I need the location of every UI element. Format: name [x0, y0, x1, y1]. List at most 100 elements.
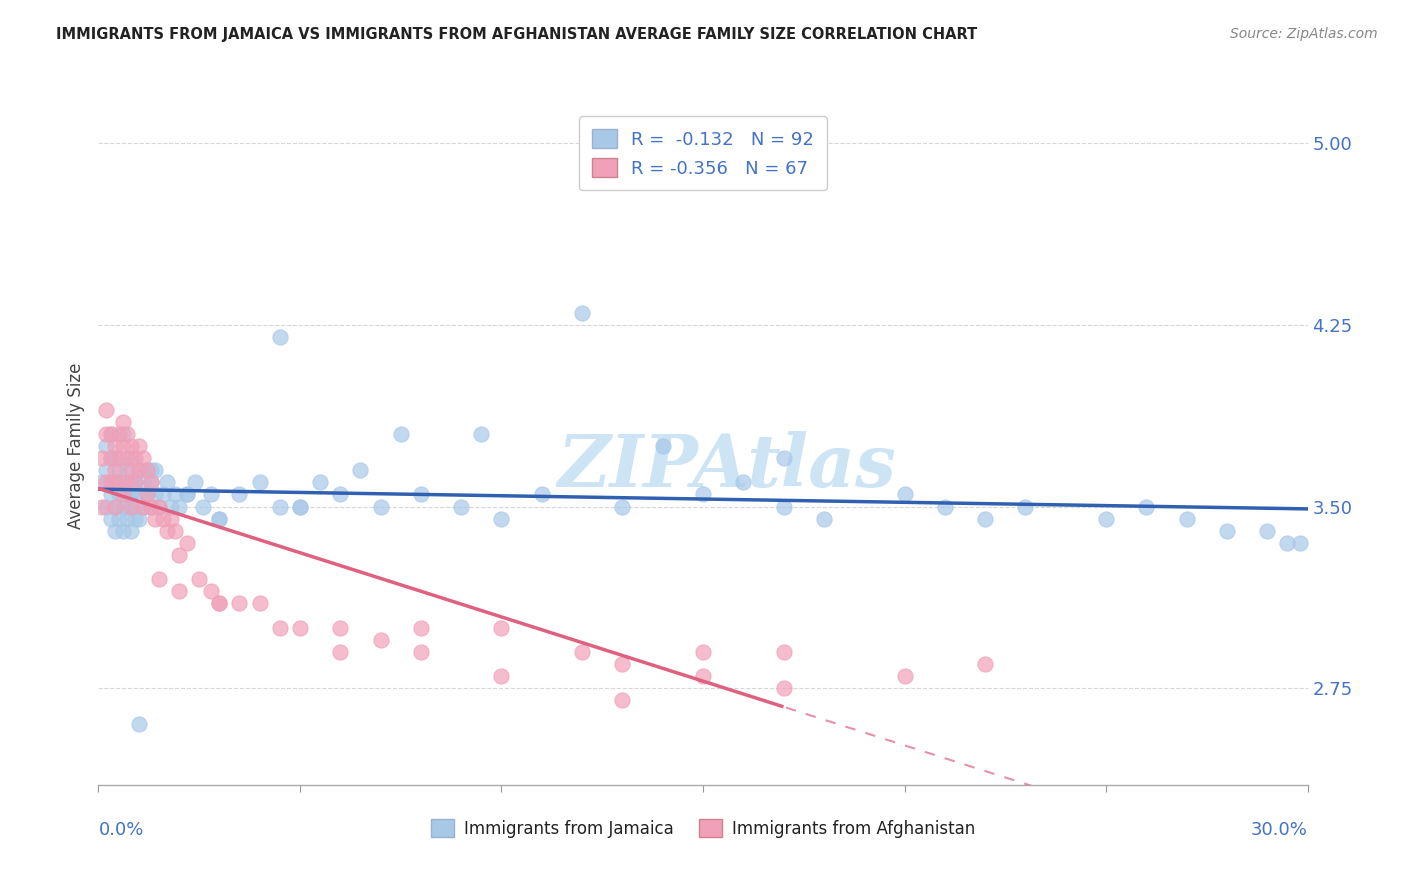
Point: [120, 463, 142, 477]
Point: [111, 487, 134, 501]
Legend: Immigrants from Jamaica, Immigrants from Afghanistan: Immigrants from Jamaica, Immigrants from…: [425, 813, 981, 845]
Point: [124, 475, 146, 490]
Point: [111, 524, 134, 538]
Point: [733, 475, 755, 490]
Point: [100, 475, 122, 490]
Y-axis label: Average Family Size: Average Family Size: [66, 363, 84, 529]
Point: [115, 451, 138, 466]
Point: [893, 487, 915, 501]
Point: [143, 463, 166, 477]
Point: [288, 621, 311, 635]
Point: [139, 475, 162, 490]
Point: [470, 426, 492, 441]
Point: [132, 451, 155, 466]
Point: [124, 511, 146, 525]
Point: [115, 500, 138, 514]
Point: [612, 657, 634, 671]
Point: [772, 500, 794, 514]
Point: [120, 524, 142, 538]
Point: [96, 439, 118, 453]
Point: [176, 487, 198, 501]
Point: [100, 511, 122, 525]
Text: Source: ZipAtlas.com: Source: ZipAtlas.com: [1230, 27, 1378, 41]
Point: [167, 500, 190, 514]
Point: [111, 475, 134, 490]
Point: [389, 426, 412, 441]
Point: [450, 500, 472, 514]
Point: [692, 645, 714, 659]
Point: [329, 621, 352, 635]
Point: [167, 584, 190, 599]
Point: [128, 463, 150, 477]
Point: [329, 645, 352, 659]
Point: [571, 306, 593, 320]
Point: [200, 584, 222, 599]
Point: [96, 402, 118, 417]
Point: [409, 645, 432, 659]
Point: [135, 463, 157, 477]
Point: [249, 475, 271, 490]
Point: [103, 451, 125, 466]
Point: [974, 511, 997, 525]
Point: [124, 500, 146, 514]
Point: [772, 451, 794, 466]
Point: [107, 426, 129, 441]
Point: [139, 475, 162, 490]
Point: [612, 693, 634, 707]
Point: [115, 426, 138, 441]
Point: [269, 500, 291, 514]
Point: [772, 681, 794, 695]
Point: [1277, 536, 1299, 550]
Point: [813, 511, 835, 525]
Point: [139, 463, 162, 477]
Point: [152, 511, 174, 525]
Point: [893, 669, 915, 683]
Point: [269, 621, 291, 635]
Point: [132, 500, 155, 514]
Point: [115, 487, 138, 501]
Point: [208, 511, 231, 525]
Point: [107, 463, 129, 477]
Point: [491, 511, 513, 525]
Point: [103, 439, 125, 453]
Point: [612, 500, 634, 514]
Point: [329, 487, 352, 501]
Point: [107, 511, 129, 525]
Point: [135, 487, 157, 501]
Text: ZIPAtlas: ZIPAtlas: [558, 431, 897, 502]
Point: [692, 487, 714, 501]
Point: [103, 524, 125, 538]
Point: [103, 475, 125, 490]
Point: [120, 500, 142, 514]
Point: [135, 487, 157, 501]
Point: [188, 572, 211, 586]
Point: [176, 487, 198, 501]
Point: [491, 669, 513, 683]
Point: [228, 596, 250, 610]
Point: [148, 572, 170, 586]
Point: [135, 463, 157, 477]
Point: [115, 463, 138, 477]
Point: [160, 500, 183, 514]
Point: [208, 596, 231, 610]
Point: [91, 475, 114, 490]
Point: [91, 451, 114, 466]
Point: [128, 717, 150, 731]
Point: [163, 487, 186, 501]
Point: [370, 500, 392, 514]
Point: [692, 669, 714, 683]
Point: [111, 439, 134, 453]
Point: [120, 451, 142, 466]
Point: [143, 511, 166, 525]
Point: [100, 451, 122, 466]
Point: [115, 511, 138, 525]
Point: [120, 439, 142, 453]
Point: [349, 463, 371, 477]
Point: [1175, 511, 1198, 525]
Point: [228, 487, 250, 501]
Point: [974, 657, 997, 671]
Text: 0.0%: 0.0%: [98, 822, 143, 839]
Point: [103, 500, 125, 514]
Point: [107, 487, 129, 501]
Point: [111, 426, 134, 441]
